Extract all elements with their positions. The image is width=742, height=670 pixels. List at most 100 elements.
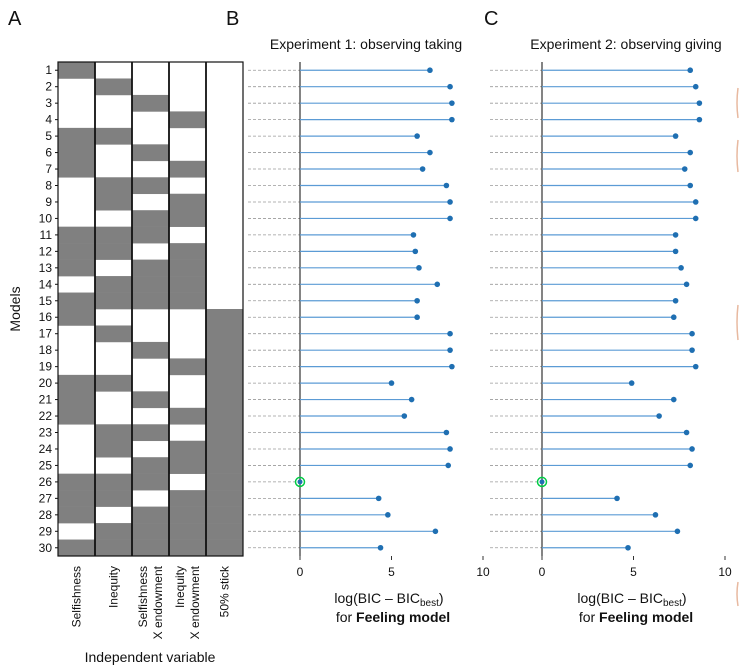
model-point <box>375 495 382 502</box>
model-row-label: 8 <box>45 179 52 193</box>
model-row-label: 21 <box>39 393 53 407</box>
model-point <box>388 380 395 386</box>
best-model-marker <box>536 476 548 488</box>
model-point <box>672 232 679 238</box>
model-row-label: 22 <box>39 409 53 423</box>
panel-letter-a: A <box>8 8 22 30</box>
model-row-label: 15 <box>39 294 53 308</box>
x-axis-label-prefix: for <box>579 609 599 625</box>
panel-letter-c: C <box>484 8 498 30</box>
matrix-cell-filled <box>58 407 95 425</box>
model-point <box>692 199 699 205</box>
x-axis-label-main: log(BIC – BIC <box>334 590 420 606</box>
model-point <box>692 363 699 370</box>
variable-column-label: X endowment <box>188 565 202 639</box>
matrix-cell-filled <box>169 160 206 178</box>
matrix-cell-filled <box>169 539 206 557</box>
variable-column-label: 50% stick <box>218 565 232 617</box>
model-point <box>449 100 455 106</box>
best-model-marker <box>294 476 306 488</box>
model-point <box>443 429 450 436</box>
model-point <box>414 314 420 321</box>
matrix-cell-filled <box>132 424 169 442</box>
matrix-cell-filled <box>206 490 243 507</box>
model-point <box>687 182 694 189</box>
x-tick-label: 10 <box>476 565 490 579</box>
x-axis-label-subscript: best <box>663 598 682 609</box>
matrix-cell-filled <box>169 358 206 376</box>
matrix-cell-filled <box>169 111 206 129</box>
model-point <box>683 281 690 288</box>
variable-column-label: Inequity <box>173 566 187 608</box>
matrix-cell-filled <box>132 276 169 293</box>
matrix-cell-filled <box>132 177 169 195</box>
matrix-cell-filled <box>58 292 95 310</box>
matrix-cell-filled <box>132 457 169 474</box>
matrix-cell-filled <box>95 243 132 260</box>
matrix-cell-filled <box>58 473 95 491</box>
model-point <box>672 297 679 304</box>
matrix-cell-filled <box>95 226 132 244</box>
model-point <box>377 544 384 551</box>
experiment-1-x-axis-label: log(BIC – BICbest)for Feeling model <box>334 590 450 625</box>
model-row-label: 20 <box>39 376 53 390</box>
model-point <box>696 116 703 123</box>
independent-variable-axis-label: Independent variable <box>85 649 216 665</box>
matrix-cell-filled <box>132 506 169 524</box>
matrix-cell-filled <box>58 62 95 79</box>
matrix-cell-filled <box>58 506 95 524</box>
matrix-cell-filled <box>206 341 243 359</box>
model-point <box>656 413 662 419</box>
model-row-label: 30 <box>39 541 53 555</box>
matrix-cell-filled <box>132 259 169 277</box>
matrix-cell-filled <box>132 391 169 409</box>
experiment-2-lollipop-chart: Experiment 2: observing giving 0 5 10 log(… <box>490 36 732 625</box>
model-row-label: 12 <box>39 244 53 258</box>
matrix-cell-filled <box>206 440 243 458</box>
model-point <box>670 314 677 321</box>
matrix-cell-filled <box>95 78 132 96</box>
model-point <box>434 281 441 288</box>
x-axis-label-main: log(BIC – BIC <box>577 590 663 606</box>
matrix-cell-filled <box>169 259 206 277</box>
x-axis-label-close: ) <box>439 590 444 606</box>
experiment-2-x-axis-label: log(BIC – BICbest)for Feeling model <box>577 590 693 625</box>
model-matrix-dividers <box>57 61 244 557</box>
matrix-cell-filled <box>169 407 206 425</box>
model-row-label: 17 <box>39 327 53 341</box>
model-point <box>449 363 455 370</box>
matrix-cell-filled <box>132 144 169 162</box>
best-model-point <box>539 479 545 485</box>
matrix-cell-filled <box>95 325 132 343</box>
model-point <box>447 215 453 222</box>
matrix-cell-filled <box>169 490 206 507</box>
matrix-cell-filled <box>132 539 169 557</box>
model-point <box>414 133 420 139</box>
model-row-label: 16 <box>39 310 53 324</box>
model-row-label: 28 <box>39 508 53 522</box>
model-matrix-panel: 1234567891011121314151617181920212223242… <box>7 61 244 665</box>
model-row-labels: 1234567891011121314151617181920212223242… <box>39 63 58 555</box>
model-point <box>447 330 453 337</box>
model-row-label: 6 <box>45 146 52 160</box>
model-row-label: 25 <box>39 458 53 472</box>
matrix-cell-filled <box>58 391 95 409</box>
matrix-cell-filled <box>206 374 243 392</box>
matrix-cell-filled <box>58 539 95 557</box>
matrix-cell-filled <box>169 523 206 540</box>
model-point <box>678 265 684 271</box>
experiment-1-title: Experiment 1: observing taking <box>270 36 462 52</box>
model-point <box>689 347 695 353</box>
matrix-cell-filled <box>95 374 132 392</box>
matrix-cell-filled <box>132 341 169 359</box>
model-point <box>414 297 420 304</box>
model-row-label: 19 <box>39 360 53 374</box>
matrix-cell-filled <box>206 457 243 474</box>
models-axis-label: Models <box>7 286 23 331</box>
x-tick-label: 5 <box>388 565 395 579</box>
x-tick-label: 5 <box>630 565 637 579</box>
variable-column-label: Selfishness <box>136 566 150 627</box>
model-point <box>674 528 681 535</box>
matrix-cell-filled <box>58 144 95 162</box>
